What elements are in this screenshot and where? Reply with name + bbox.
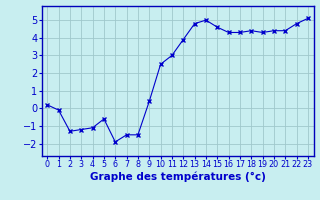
X-axis label: Graphe des températures (°c): Graphe des températures (°c) — [90, 172, 266, 182]
